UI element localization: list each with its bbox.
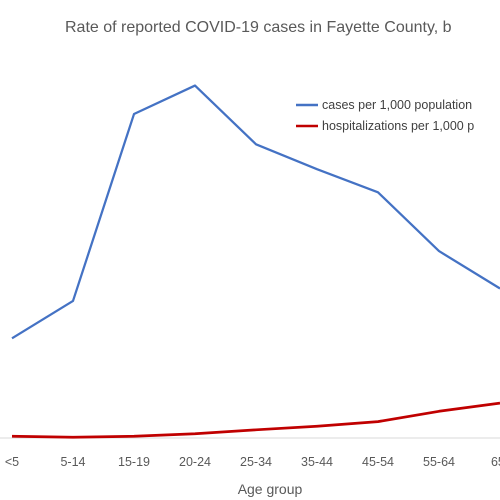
legend: cases per 1,000 population hospitalizati… bbox=[296, 98, 474, 133]
x-tick-label: 25-34 bbox=[240, 455, 272, 469]
legend-label-cases: cases per 1,000 population bbox=[322, 98, 472, 112]
legend-label-hospitalizations: hospitalizations per 1,000 p bbox=[322, 119, 474, 133]
x-tick-label: 5-14 bbox=[60, 455, 85, 469]
x-tick-label: 20-24 bbox=[179, 455, 211, 469]
x-tick-label: <5 bbox=[5, 455, 19, 469]
x-tick-label: 45-54 bbox=[362, 455, 394, 469]
x-tick-label: 65- bbox=[491, 455, 500, 469]
x-tick-label: 35-44 bbox=[301, 455, 333, 469]
series-line-hospitalizations bbox=[11, 401, 500, 439]
series-layer bbox=[11, 84, 500, 439]
x-tick-label: 55-64 bbox=[423, 455, 455, 469]
chart-title: Rate of reported COVID-19 cases in Fayet… bbox=[65, 19, 452, 36]
x-axis-title: Age group bbox=[238, 481, 303, 497]
x-tick-labels: <5 5-14 15-19 20-24 25-34 35-44 45-54 55-64 65- bbox=[5, 455, 500, 469]
x-tick-label: 15-19 bbox=[118, 455, 150, 469]
